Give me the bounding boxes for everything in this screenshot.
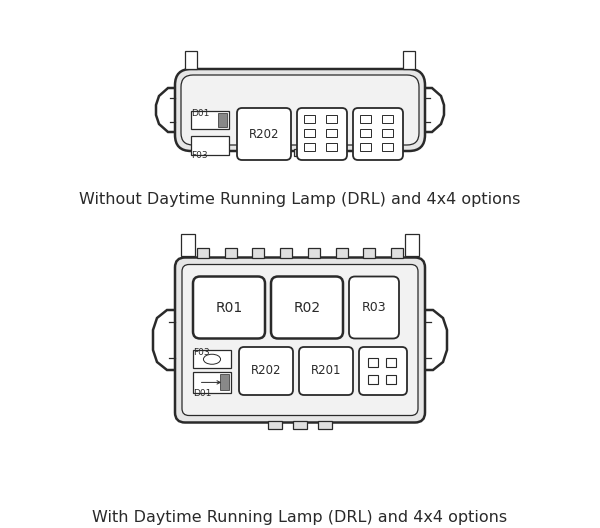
FancyBboxPatch shape [299, 347, 353, 395]
Bar [193, 372, 231, 393]
Text: R201: R201 [311, 364, 341, 378]
Bar [280, 248, 292, 258]
FancyBboxPatch shape [359, 347, 407, 395]
Bar [294, 149, 306, 156]
Bar [218, 114, 227, 127]
Bar [386, 357, 397, 367]
Bar [326, 129, 337, 137]
FancyBboxPatch shape [193, 277, 265, 338]
Text: D01: D01 [191, 109, 209, 118]
Bar [304, 115, 315, 122]
FancyBboxPatch shape [182, 265, 418, 416]
Bar [360, 115, 371, 122]
Bar [181, 233, 195, 256]
FancyBboxPatch shape [175, 258, 425, 422]
Bar [386, 375, 397, 384]
Text: With Daytime Running Lamp (DRL) and 4x4 options: With Daytime Running Lamp (DRL) and 4x4 … [92, 510, 508, 525]
Text: F03: F03 [193, 348, 209, 357]
FancyBboxPatch shape [353, 108, 403, 160]
Bar [363, 248, 375, 258]
FancyBboxPatch shape [349, 277, 399, 338]
Bar [268, 420, 282, 429]
Bar [191, 136, 229, 155]
Bar [360, 129, 371, 137]
Bar [308, 248, 320, 258]
Bar [253, 248, 265, 258]
Bar [191, 111, 229, 129]
Bar [274, 149, 286, 156]
Text: D01: D01 [193, 389, 211, 398]
Ellipse shape [203, 354, 221, 364]
Bar [314, 149, 326, 156]
Text: R03: R03 [362, 301, 386, 314]
Bar [382, 144, 393, 150]
Bar [391, 248, 403, 258]
Bar [304, 129, 315, 137]
Bar [293, 420, 307, 429]
Bar [326, 144, 337, 150]
FancyBboxPatch shape [271, 277, 343, 338]
Bar [185, 51, 197, 69]
Bar [318, 420, 332, 429]
Text: R01: R01 [215, 300, 242, 315]
Bar [304, 144, 315, 150]
Bar [225, 248, 237, 258]
FancyBboxPatch shape [181, 75, 419, 145]
FancyBboxPatch shape [297, 108, 347, 160]
Bar [382, 115, 393, 122]
Bar [197, 248, 209, 258]
Bar [368, 375, 378, 384]
Bar [382, 129, 393, 137]
Text: Without Daytime Running Lamp (DRL) and 4x4 options: Without Daytime Running Lamp (DRL) and 4… [79, 192, 521, 207]
Bar [405, 233, 419, 256]
Bar [326, 115, 337, 122]
FancyBboxPatch shape [237, 108, 291, 160]
Bar [360, 144, 371, 150]
Bar [335, 248, 347, 258]
Text: R02: R02 [293, 300, 320, 315]
Bar [368, 357, 378, 367]
Text: R202: R202 [251, 364, 281, 378]
Bar [403, 51, 415, 69]
Text: R202: R202 [249, 127, 279, 140]
FancyBboxPatch shape [175, 69, 425, 151]
FancyBboxPatch shape [239, 347, 293, 395]
Bar [220, 374, 229, 390]
Text: F03: F03 [191, 151, 208, 160]
Bar [193, 350, 231, 369]
